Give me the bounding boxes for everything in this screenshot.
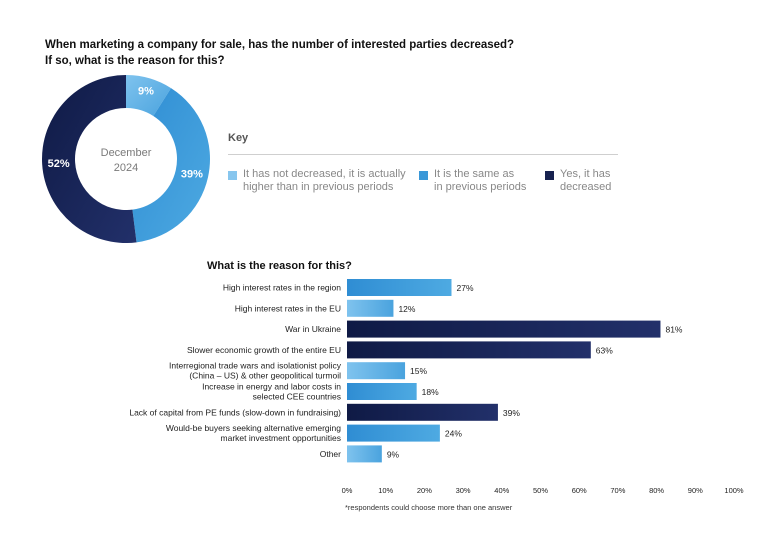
- category-label: High interest rates in the region: [223, 283, 341, 293]
- bar: [347, 279, 452, 296]
- category-label: Slower economic growth of the entire EU: [187, 345, 341, 355]
- category-label: Increase in energy and labor costs in: [202, 382, 341, 392]
- reasons-title: What is the reason for this?: [207, 260, 352, 272]
- donut-slice-not-decreased: [126, 75, 172, 116]
- legend-label: Yes, it has decreased: [560, 168, 612, 193]
- donut-value-label: 52%: [48, 158, 70, 170]
- bar: [347, 320, 661, 338]
- legend-item-decreased: Yes, it has decreased: [545, 168, 611, 194]
- category-label: selected CEE countries: [253, 392, 341, 402]
- legend-swatch: [419, 171, 428, 180]
- legend-label: It is the same as in previous periods: [434, 168, 527, 193]
- x-tick-label: 70%: [610, 486, 625, 495]
- key-title: Key: [228, 132, 249, 144]
- x-tick-label: 20%: [417, 486, 432, 495]
- bar-value-label: 81%: [665, 325, 682, 335]
- bar: [347, 383, 417, 400]
- reasons-bar-chart: 27% High interest rates in the region 12% H…: [129, 279, 744, 495]
- donut-center-label: 2024: [114, 162, 138, 174]
- footnote: *respondents could choose more than one …: [345, 503, 513, 512]
- bar-value-label: 27%: [456, 283, 473, 293]
- bar-value-label: 24%: [445, 429, 462, 439]
- category-label: (China – US) & other geopolitical turmoi…: [189, 371, 341, 381]
- bar: [347, 341, 591, 359]
- x-tick-label: 60%: [572, 486, 587, 495]
- category-label: Would-be buyers seeking alternative emer…: [166, 423, 341, 433]
- bar-value-label: 15%: [410, 366, 427, 376]
- bar: [347, 445, 382, 463]
- key-divider: [228, 154, 618, 155]
- legend-swatch: [228, 171, 237, 180]
- legend-swatch: [545, 171, 554, 180]
- bar: [347, 424, 440, 442]
- donut-slice-decreased: [42, 75, 137, 243]
- donut-value-label: 39%: [181, 169, 203, 181]
- category-label: market investment opportunities: [221, 433, 341, 443]
- bar-value-label: 63%: [596, 345, 613, 355]
- legend-item-not-decreased: It has not decreased, it is actually hig…: [228, 168, 406, 194]
- category-label: Other: [320, 449, 341, 459]
- donut-chart: 9% 39% 52% December 2024: [42, 75, 210, 243]
- question-line-1: When marketing a company for sale, has t…: [45, 39, 515, 51]
- category-label: Interregional trade wars and isolationis…: [169, 361, 342, 371]
- donut-slice-same: [132, 88, 210, 243]
- legend-item-same: It is the same as in previous periods: [419, 168, 526, 194]
- x-tick-label: 0%: [342, 486, 353, 495]
- x-tick-label: 80%: [649, 486, 664, 495]
- question-line-2: If so, what is the reason for this?: [45, 55, 225, 67]
- x-tick-label: 10%: [378, 486, 393, 495]
- x-tick-label: 50%: [533, 486, 548, 495]
- donut-center-label: December: [101, 147, 152, 159]
- donut-value-label: 9%: [138, 85, 154, 97]
- bar-value-label: 9%: [387, 449, 400, 459]
- bar-value-label: 39%: [503, 408, 520, 418]
- x-tick-label: 40%: [494, 486, 509, 495]
- category-label: War in Ukraine: [285, 324, 341, 334]
- x-tick-label: 90%: [688, 486, 703, 495]
- bar-value-label: 12%: [398, 304, 415, 314]
- category-label: Lack of capital from PE funds (slow-down…: [129, 407, 341, 417]
- bar-value-label: 18%: [422, 387, 439, 397]
- bar: [347, 403, 498, 421]
- chart-question: When marketing a company for sale, has t…: [45, 37, 645, 69]
- x-tick-label: 30%: [456, 486, 471, 495]
- legend-label: It has not decreased, it is actually hig…: [243, 168, 406, 193]
- category-label: High interest rates in the EU: [235, 303, 341, 313]
- x-tick-label: 100%: [724, 486, 744, 495]
- bar: [347, 299, 394, 317]
- bar: [347, 362, 406, 380]
